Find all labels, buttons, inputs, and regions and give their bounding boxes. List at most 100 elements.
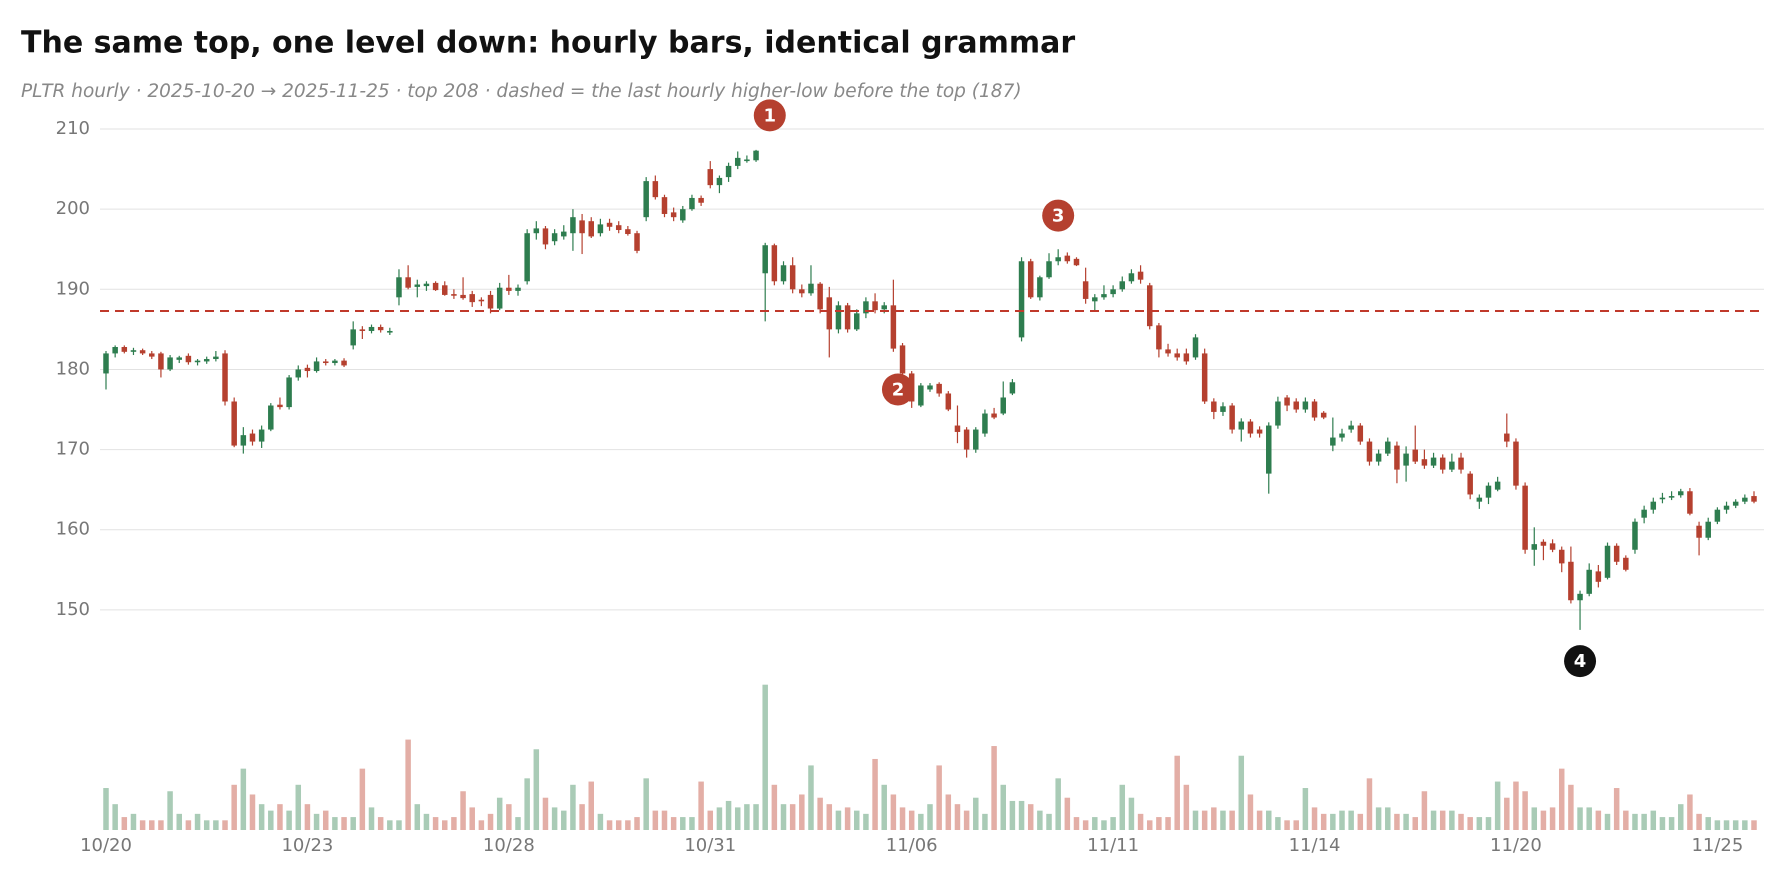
volume-bar: [1504, 797, 1510, 830]
volume-bar: [808, 765, 814, 830]
candle-body: [753, 150, 759, 161]
volume-bar: [918, 813, 924, 830]
candle-body: [1330, 437, 1336, 446]
x-tick-label: 10/23: [281, 835, 333, 856]
volume-bar: [1467, 817, 1473, 830]
volume-bar: [185, 820, 192, 830]
candle-body: [286, 377, 292, 408]
volume-bar: [1696, 813, 1702, 830]
volume-bar: [1568, 784, 1574, 830]
volume-bar: [1549, 807, 1556, 830]
volume-bar: [963, 810, 970, 830]
candle-body: [322, 361, 329, 364]
volume-bar: [973, 797, 979, 830]
volume-bar: [139, 820, 146, 830]
candle-body: [1137, 271, 1144, 280]
candle-body: [863, 301, 869, 314]
y-tick-label: 180: [56, 358, 90, 379]
volume-bar: [1650, 810, 1657, 830]
candle-body: [1494, 481, 1501, 490]
y-tick-label: 200: [56, 198, 90, 219]
volume-bar: [1476, 817, 1483, 830]
volume-bar: [1256, 810, 1263, 830]
volume-bar: [176, 813, 182, 830]
candle-body: [387, 330, 393, 333]
volume-bar: [579, 804, 585, 830]
volume-bar: [597, 813, 604, 830]
candle-body: [588, 221, 594, 237]
volume-bar: [405, 739, 411, 830]
volume-bar: [240, 768, 247, 830]
candle-body: [725, 165, 732, 178]
volume-bar: [1485, 817, 1492, 830]
volume-bar: [1201, 810, 1208, 830]
volume-bar: [771, 784, 778, 830]
y-tick-label: 170: [56, 439, 90, 460]
volume-bar: [1320, 813, 1327, 830]
volume-bar: [881, 784, 887, 830]
candle-body: [927, 385, 933, 390]
volume-bar: [890, 794, 897, 830]
chart-title: The same top, one level down: hourly bar…: [21, 26, 1075, 61]
volume-bar: [1220, 810, 1226, 830]
candle-body: [615, 225, 622, 231]
candle-body: [350, 329, 356, 346]
volume-bar: [1156, 817, 1162, 830]
volume-bar: [1632, 813, 1638, 830]
candle-body: [158, 353, 164, 370]
volume-bar: [1311, 807, 1318, 830]
volume-bar: [1421, 791, 1428, 830]
candle-body: [222, 353, 228, 402]
volume-bar: [744, 804, 750, 830]
volume-bar: [652, 810, 659, 830]
candle-body: [277, 404, 283, 408]
x-tick-label: 10/28: [483, 835, 535, 856]
volume-bar: [1339, 810, 1345, 830]
candle-body: [1403, 453, 1409, 466]
annotation-marker: [881, 373, 914, 406]
volume-bar: [1110, 817, 1116, 830]
volume-bar: [588, 781, 594, 830]
volume-bar: [689, 817, 695, 830]
volume-bar: [1723, 820, 1730, 830]
candle-body: [799, 289, 805, 294]
candle-body: [1467, 473, 1473, 495]
volume-bar: [1009, 800, 1016, 830]
candle-body: [872, 301, 878, 311]
volume-bar: [1641, 813, 1647, 830]
volume-bar: [304, 804, 311, 830]
candle-body: [680, 209, 686, 221]
volume-bar: [835, 810, 842, 830]
volume-bar: [167, 791, 173, 830]
candle-body: [689, 197, 695, 210]
candle-body: [716, 177, 723, 186]
volume-bar: [1714, 820, 1721, 830]
volume-bar: [1055, 778, 1061, 830]
candle-body: [405, 277, 411, 288]
candle-body: [881, 305, 887, 310]
volume-bar: [213, 820, 219, 830]
candle-body: [1027, 261, 1034, 298]
candle-body: [652, 181, 659, 198]
candle-body: [1531, 544, 1538, 550]
candle-body: [313, 361, 320, 372]
candle-body: [1558, 549, 1565, 564]
y-tick-label: 160: [56, 519, 90, 540]
volume-bar: [359, 768, 366, 830]
chart-subtitle: PLTR hourly · 2025-10-20 → 2025-11-25 · …: [21, 81, 1022, 102]
annotation-label: 1: [764, 105, 777, 126]
candle-body: [1394, 445, 1400, 470]
volume-bar: [103, 788, 109, 830]
volume-bar: [1668, 817, 1675, 830]
candle-body: [1696, 525, 1702, 538]
volume-bar: [991, 746, 997, 830]
volume-bar: [1403, 813, 1409, 830]
volume-bar: [606, 820, 613, 830]
candle-body: [332, 360, 338, 364]
candle-body: [1165, 349, 1171, 354]
volume-bar: [1064, 797, 1071, 830]
annotation-label: 4: [1574, 651, 1587, 672]
candle-body: [1229, 405, 1235, 430]
candle-body: [579, 220, 585, 234]
